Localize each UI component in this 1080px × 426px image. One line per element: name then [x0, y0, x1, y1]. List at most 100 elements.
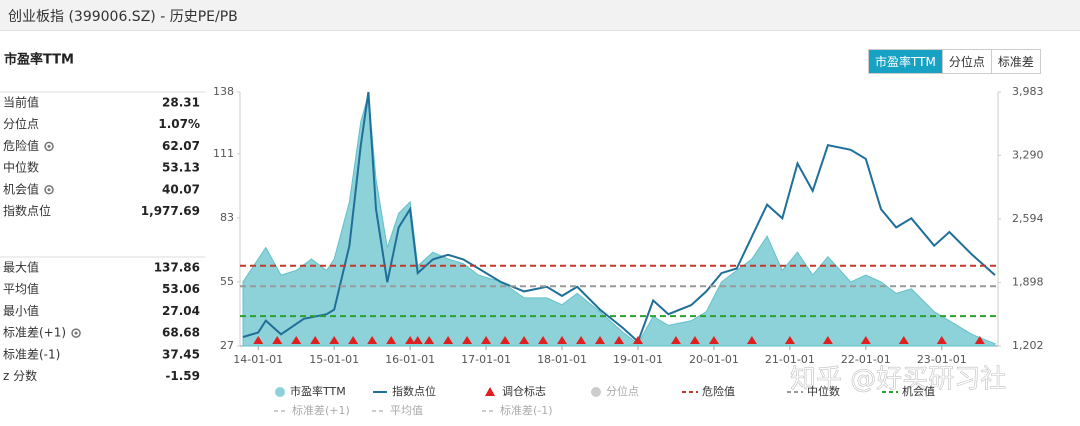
rebalance-marker: [481, 336, 492, 344]
stat-label: 分位点: [3, 116, 39, 131]
x-tick-label: 15-01-01: [309, 353, 359, 366]
y-tick-label: 55: [220, 275, 234, 288]
stat-value: 28.31: [162, 96, 200, 110]
toggle-group: 市盈率TTM 分位点 标准差: [868, 49, 1041, 74]
pe-area: [242, 94, 996, 347]
legend-label: 标准差(-1): [500, 403, 553, 417]
x-tick-label: 20-01-01: [689, 353, 739, 366]
gear-icon: [71, 328, 81, 338]
legend-label: 调仓标志: [502, 384, 546, 398]
x-tick-label: 16-01-01: [385, 353, 435, 366]
gear-icon: [47, 188, 51, 192]
y-tick-label: 27: [220, 339, 234, 352]
rebalance-marker: [405, 336, 416, 344]
legend-label: 平均值: [390, 404, 423, 417]
stat-label: 危险值: [3, 138, 39, 153]
rebalance-marker: [443, 336, 454, 344]
stat-label: 中位数: [3, 160, 39, 175]
toggle-button[interactable]: 市盈率TTM: [869, 50, 942, 73]
rebalance-marker: [614, 336, 624, 344]
rebalance-marker: [272, 336, 283, 344]
legend-label: 市盈率TTM: [290, 384, 346, 398]
y2-tick-label: 1,202: [1012, 339, 1044, 352]
header-title: 创业板指 (399006.SZ) - 历史PE/PB: [8, 9, 238, 25]
toggle-button[interactable]: 分位点: [941, 50, 991, 73]
legend-label: 中位数: [807, 384, 840, 398]
index-line: [242, 91, 996, 344]
toggle-button[interactable]: 标准差: [990, 50, 1040, 73]
gear-icon: [74, 331, 78, 335]
stat-value: 1.07%: [158, 117, 200, 131]
x-tick-label: 14-01-01: [233, 353, 283, 366]
stat-value: 37.45: [162, 347, 200, 361]
stat-label: 最大值: [3, 260, 39, 275]
x-tick-label: 19-01-01: [613, 353, 663, 366]
stat-value: 1,977.69: [141, 204, 200, 218]
y2-tick-label: 1,898: [1012, 275, 1044, 288]
y2-tick-label: 3,983: [1012, 85, 1044, 98]
stat-value: -1.59: [165, 369, 200, 383]
rebalance-marker: [936, 336, 947, 344]
rebalance-marker: [500, 336, 511, 344]
stat-value: 53.06: [162, 282, 200, 296]
y2-tick-label: 2,594: [1012, 212, 1044, 225]
stat-label: 标准差(+1): [3, 326, 66, 340]
rebalance-marker: [576, 336, 587, 344]
legend-label: 标准差(+1): [292, 403, 350, 417]
rebalance-marker: [557, 336, 568, 344]
panel-title: 市盈率TTM: [4, 52, 74, 68]
legend-icon: [485, 387, 495, 396]
rebalance-marker: [348, 336, 359, 344]
stat-value: 40.07: [162, 182, 200, 196]
legend-label: 指数点位: [392, 384, 436, 398]
rebalance-marker: [670, 336, 681, 344]
stat-label: z 分数: [3, 368, 37, 383]
rebalance-marker: [386, 336, 397, 344]
gear-icon: [47, 144, 51, 148]
watermark: 知乎 @好买研习社: [790, 365, 1006, 395]
rebalance-marker: [708, 336, 719, 344]
header: 创业板指 (399006.SZ) - 历史PE/PB: [0, 0, 1080, 31]
gear-icon: [44, 141, 54, 152]
x-tick-label: 17-01-01: [461, 353, 511, 366]
y-tick-label: 138: [213, 85, 234, 98]
y-tick-label: 111: [213, 147, 234, 160]
stat-label: 标准差(-1): [3, 347, 60, 361]
x-tick-label: 18-01-01: [537, 353, 587, 366]
y2-tick-label: 3,290: [1012, 148, 1044, 161]
x-tick-label: 23-01-01: [917, 353, 967, 366]
legend-label: 机会值: [902, 384, 935, 398]
x-tick-label: 22-01-01: [841, 353, 891, 366]
stat-value: 62.07: [162, 139, 200, 153]
legend-label: 危险值: [702, 384, 735, 398]
y-tick-label: 83: [220, 211, 234, 224]
rebalance-marker: [974, 336, 985, 344]
stat-value: 68.68: [162, 326, 200, 340]
gear-icon: [44, 185, 54, 195]
rebalance-marker: [746, 336, 757, 344]
rebalance-marker: [253, 336, 264, 344]
legend-icon: [591, 387, 601, 397]
x-tick-label: 21-01-01: [765, 353, 815, 366]
rebalance-marker: [784, 336, 795, 344]
rebalance-marker: [538, 336, 549, 344]
rebalance-marker: [462, 336, 473, 344]
stat-label: 指数点位: [3, 203, 51, 218]
stat-label: 当前值: [3, 95, 39, 110]
rebalance-marker: [689, 336, 700, 344]
stat-label: 机会值: [3, 181, 39, 196]
legend-icon: [275, 387, 285, 397]
rebalance-marker: [367, 336, 378, 344]
rebalance-marker: [424, 336, 435, 344]
stat-value: 27.04: [162, 304, 200, 318]
rebalance-marker: [519, 336, 530, 344]
rebalance-marker: [595, 336, 606, 344]
stat-label: 平均值: [3, 281, 39, 296]
stat-value: 53.13: [162, 161, 200, 175]
legend-label: 分位点: [606, 384, 639, 398]
rebalance-marker: [822, 336, 833, 344]
rebalance-marker: [632, 336, 643, 344]
rebalance-marker: [291, 336, 302, 344]
rebalance-marker: [310, 336, 321, 344]
